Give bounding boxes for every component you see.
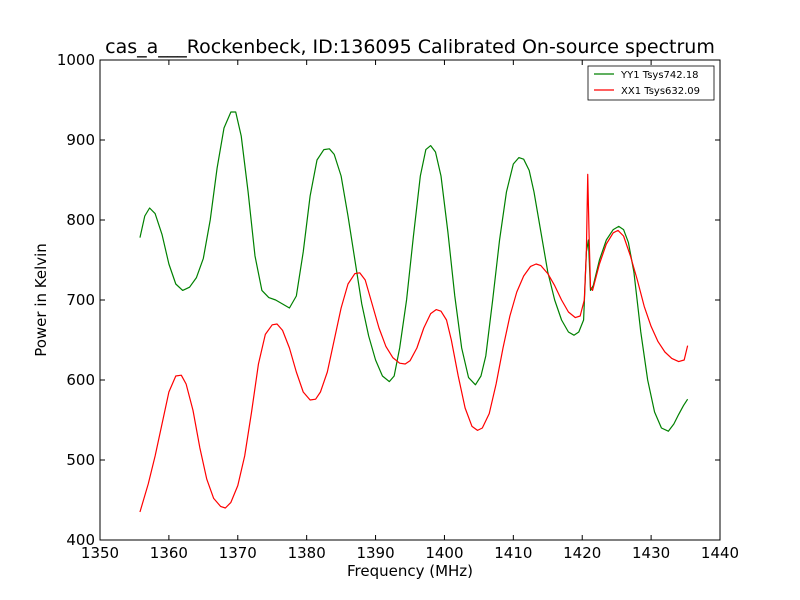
x-tick-label: 1350 — [81, 544, 119, 562]
y-tick-label: 800 — [66, 211, 95, 229]
x-axis-label: Frequency (MHz) — [347, 562, 473, 580]
legend-label-yy1: YY1 Tsys742.18 — [620, 70, 699, 81]
x-tick-label: 1430 — [632, 544, 670, 562]
series-layer — [139, 111, 689, 513]
plot-area: 1350 1360 1370 1380 1390 1400 1410 1420 1430 1440… — [57, 51, 739, 562]
x-tick-label: 1380 — [288, 544, 326, 562]
y-tick-label: 700 — [66, 291, 95, 309]
y-tick-label: 500 — [66, 451, 95, 469]
x-tick-label: 1410 — [494, 544, 532, 562]
x-tick-label: 1400 — [425, 544, 463, 562]
series-line-xx1 — [139, 173, 689, 513]
y-tick-label: 400 — [66, 531, 95, 549]
x-tick-label: 1420 — [563, 544, 601, 562]
series-line-yy1 — [139, 111, 689, 432]
legend-label-xx1: XX1 Tsys632.09 — [621, 86, 700, 97]
x-tick-label: 1360 — [150, 544, 188, 562]
x-tick-label: 1370 — [219, 544, 257, 562]
legend: YY1 Tsys742.18 XX1 Tsys632.09 — [587, 65, 715, 101]
x-tick-label: 1390 — [356, 544, 394, 562]
chart-title: cas_a___Rockenbeck, ID:136095 Calibrated… — [105, 36, 715, 58]
x-tick-label: 1440 — [701, 544, 739, 562]
legend-box — [587, 65, 715, 101]
plot-background — [100, 60, 720, 540]
y-tick-label: 900 — [66, 131, 95, 149]
y-tick-label: 1000 — [57, 51, 95, 69]
y-tick-label: 600 — [66, 371, 95, 389]
tick-layer: 1350 1360 1370 1380 1390 1400 1410 1420 1430 1440… — [57, 51, 739, 562]
y-axis-label: Power in Kelvin — [32, 243, 50, 357]
